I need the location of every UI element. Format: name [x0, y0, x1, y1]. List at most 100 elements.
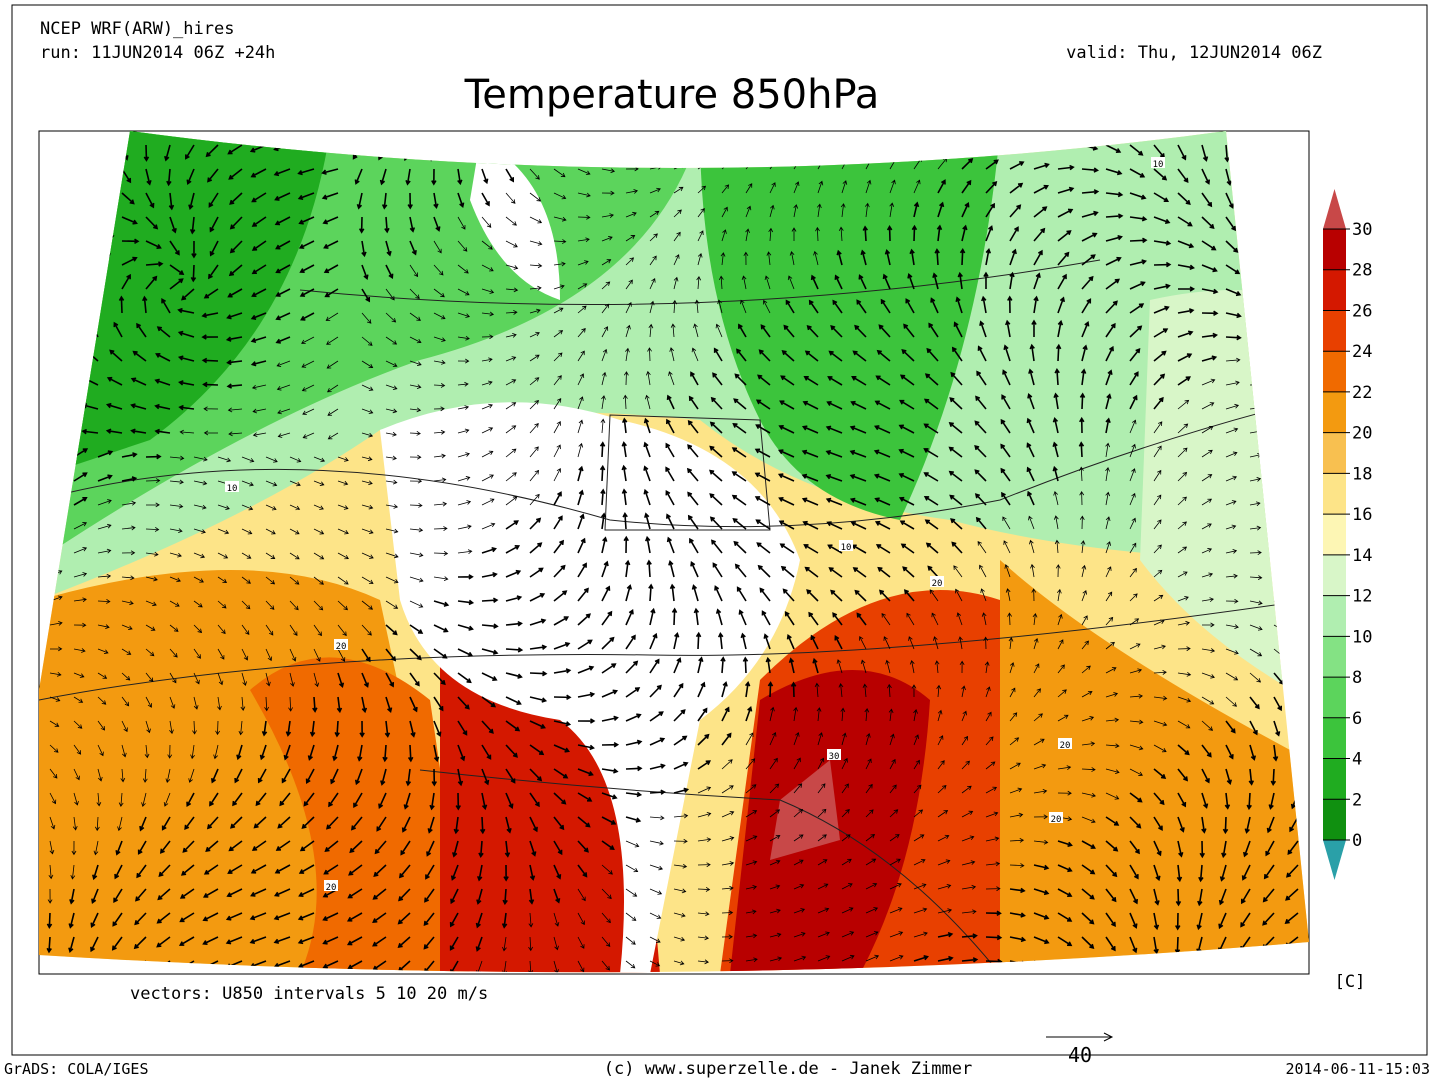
wind-arrow [854, 589, 867, 602]
wind-arrow [778, 496, 795, 506]
wind-arrow [1033, 637, 1039, 650]
wind-arrow [793, 706, 798, 722]
wind-arrow [601, 610, 613, 626]
wind-arrow [452, 840, 459, 858]
wind-arrow [121, 600, 134, 606]
wind-arrow [453, 816, 460, 835]
wind-arrow [784, 611, 795, 626]
wind-arrow [431, 768, 438, 787]
wind-arrow [801, 473, 819, 482]
wind-arrow [1053, 515, 1059, 530]
wind-arrow [169, 624, 179, 632]
wind-arrow [961, 909, 977, 915]
wind-arrow [1201, 474, 1213, 482]
wind-arrow [1129, 593, 1138, 602]
wind-arrow [68, 912, 75, 929]
wind-arrow [1201, 216, 1215, 230]
wind-arrow [1177, 744, 1190, 756]
wind-arrow [145, 240, 162, 250]
wind-arrow [202, 912, 219, 922]
wind-arrow [691, 347, 699, 362]
contour-label: 20 [336, 642, 347, 652]
wind-arrow [73, 744, 82, 755]
wind-arrow [210, 768, 219, 784]
wind-arrow [289, 672, 295, 687]
wind-arrow [1057, 864, 1073, 873]
wind-arrow [601, 281, 611, 290]
wind-arrow [97, 672, 108, 679]
wind-arrow [745, 228, 750, 242]
wind-arrow [121, 216, 138, 225]
wind-arrow [601, 816, 617, 825]
wind-arrow [405, 768, 412, 787]
contour-label: 10 [227, 484, 238, 494]
wind-arrow [142, 768, 148, 783]
wind-arrow [841, 954, 855, 962]
wind-arrow [1225, 744, 1234, 760]
wind-arrow [873, 449, 891, 458]
wind-arrow [1057, 765, 1072, 770]
wind-arrow [1029, 343, 1035, 362]
model-name: NCEP WRF(ARW)_hires [40, 19, 234, 39]
wind-arrow [121, 648, 132, 655]
wind-arrow [806, 324, 819, 338]
wind-arrow [121, 696, 130, 707]
wind-arrow [745, 835, 758, 842]
wind-arrow [400, 840, 411, 856]
wind-arrow [804, 566, 819, 578]
wind-arrow [409, 600, 424, 608]
wind-arrow [884, 249, 891, 266]
wind-arrow [665, 513, 675, 530]
wind-arrow [529, 377, 540, 386]
wind-arrow [156, 936, 171, 948]
wind-arrow [745, 758, 756, 770]
wind-arrow [385, 360, 398, 368]
wind-arrow [957, 271, 963, 290]
wind-arrow [553, 816, 565, 831]
wind-arrow [1225, 264, 1241, 275]
wind-arrow [313, 624, 322, 637]
colorbar-segment [1323, 554, 1346, 596]
wind-arrow [709, 469, 723, 482]
colorbar-below [1323, 840, 1346, 880]
wind-arrow [505, 216, 517, 226]
wind-arrow [721, 885, 734, 891]
colorbar-label: 12 [1352, 587, 1372, 607]
wind-arrow [312, 696, 318, 713]
wind-arrow [553, 888, 561, 904]
wind-arrow [803, 375, 819, 386]
wind-arrow [265, 480, 278, 487]
wind-arrow [865, 758, 872, 770]
wind-arrow [836, 249, 843, 266]
wind-arrow [1201, 449, 1213, 458]
wind-arrow [481, 288, 495, 294]
wind-arrow [909, 248, 915, 266]
wind-arrow [275, 336, 291, 344]
wind-arrow [137, 840, 147, 855]
wind-arrow [117, 816, 123, 832]
wind-arrow [898, 496, 915, 506]
wind-arrow [1033, 162, 1050, 170]
wind-arrow [97, 648, 109, 654]
wind-arrow [1153, 619, 1165, 626]
wind-arrow [1153, 469, 1162, 482]
wind-arrow [786, 633, 795, 650]
wind-arrow [1079, 490, 1085, 506]
wind-arrow [277, 408, 291, 415]
wind-arrow [90, 936, 99, 953]
wind-arrow [277, 432, 291, 438]
wind-arrow [1031, 588, 1037, 602]
wind-arrow [1129, 744, 1144, 751]
wind-arrow [852, 350, 867, 362]
wind-arrow [68, 936, 75, 954]
wind-arrow [577, 305, 587, 314]
wind-arrow [673, 761, 689, 770]
wind-arrow [73, 720, 83, 729]
wind-arrow [625, 324, 631, 338]
wind-arrow [322, 912, 339, 921]
wind-arrow [878, 324, 891, 338]
wind-arrow [985, 686, 991, 698]
wind-arrow [1129, 216, 1148, 222]
wind-arrow [479, 816, 486, 835]
wind-arrow [70, 864, 76, 880]
